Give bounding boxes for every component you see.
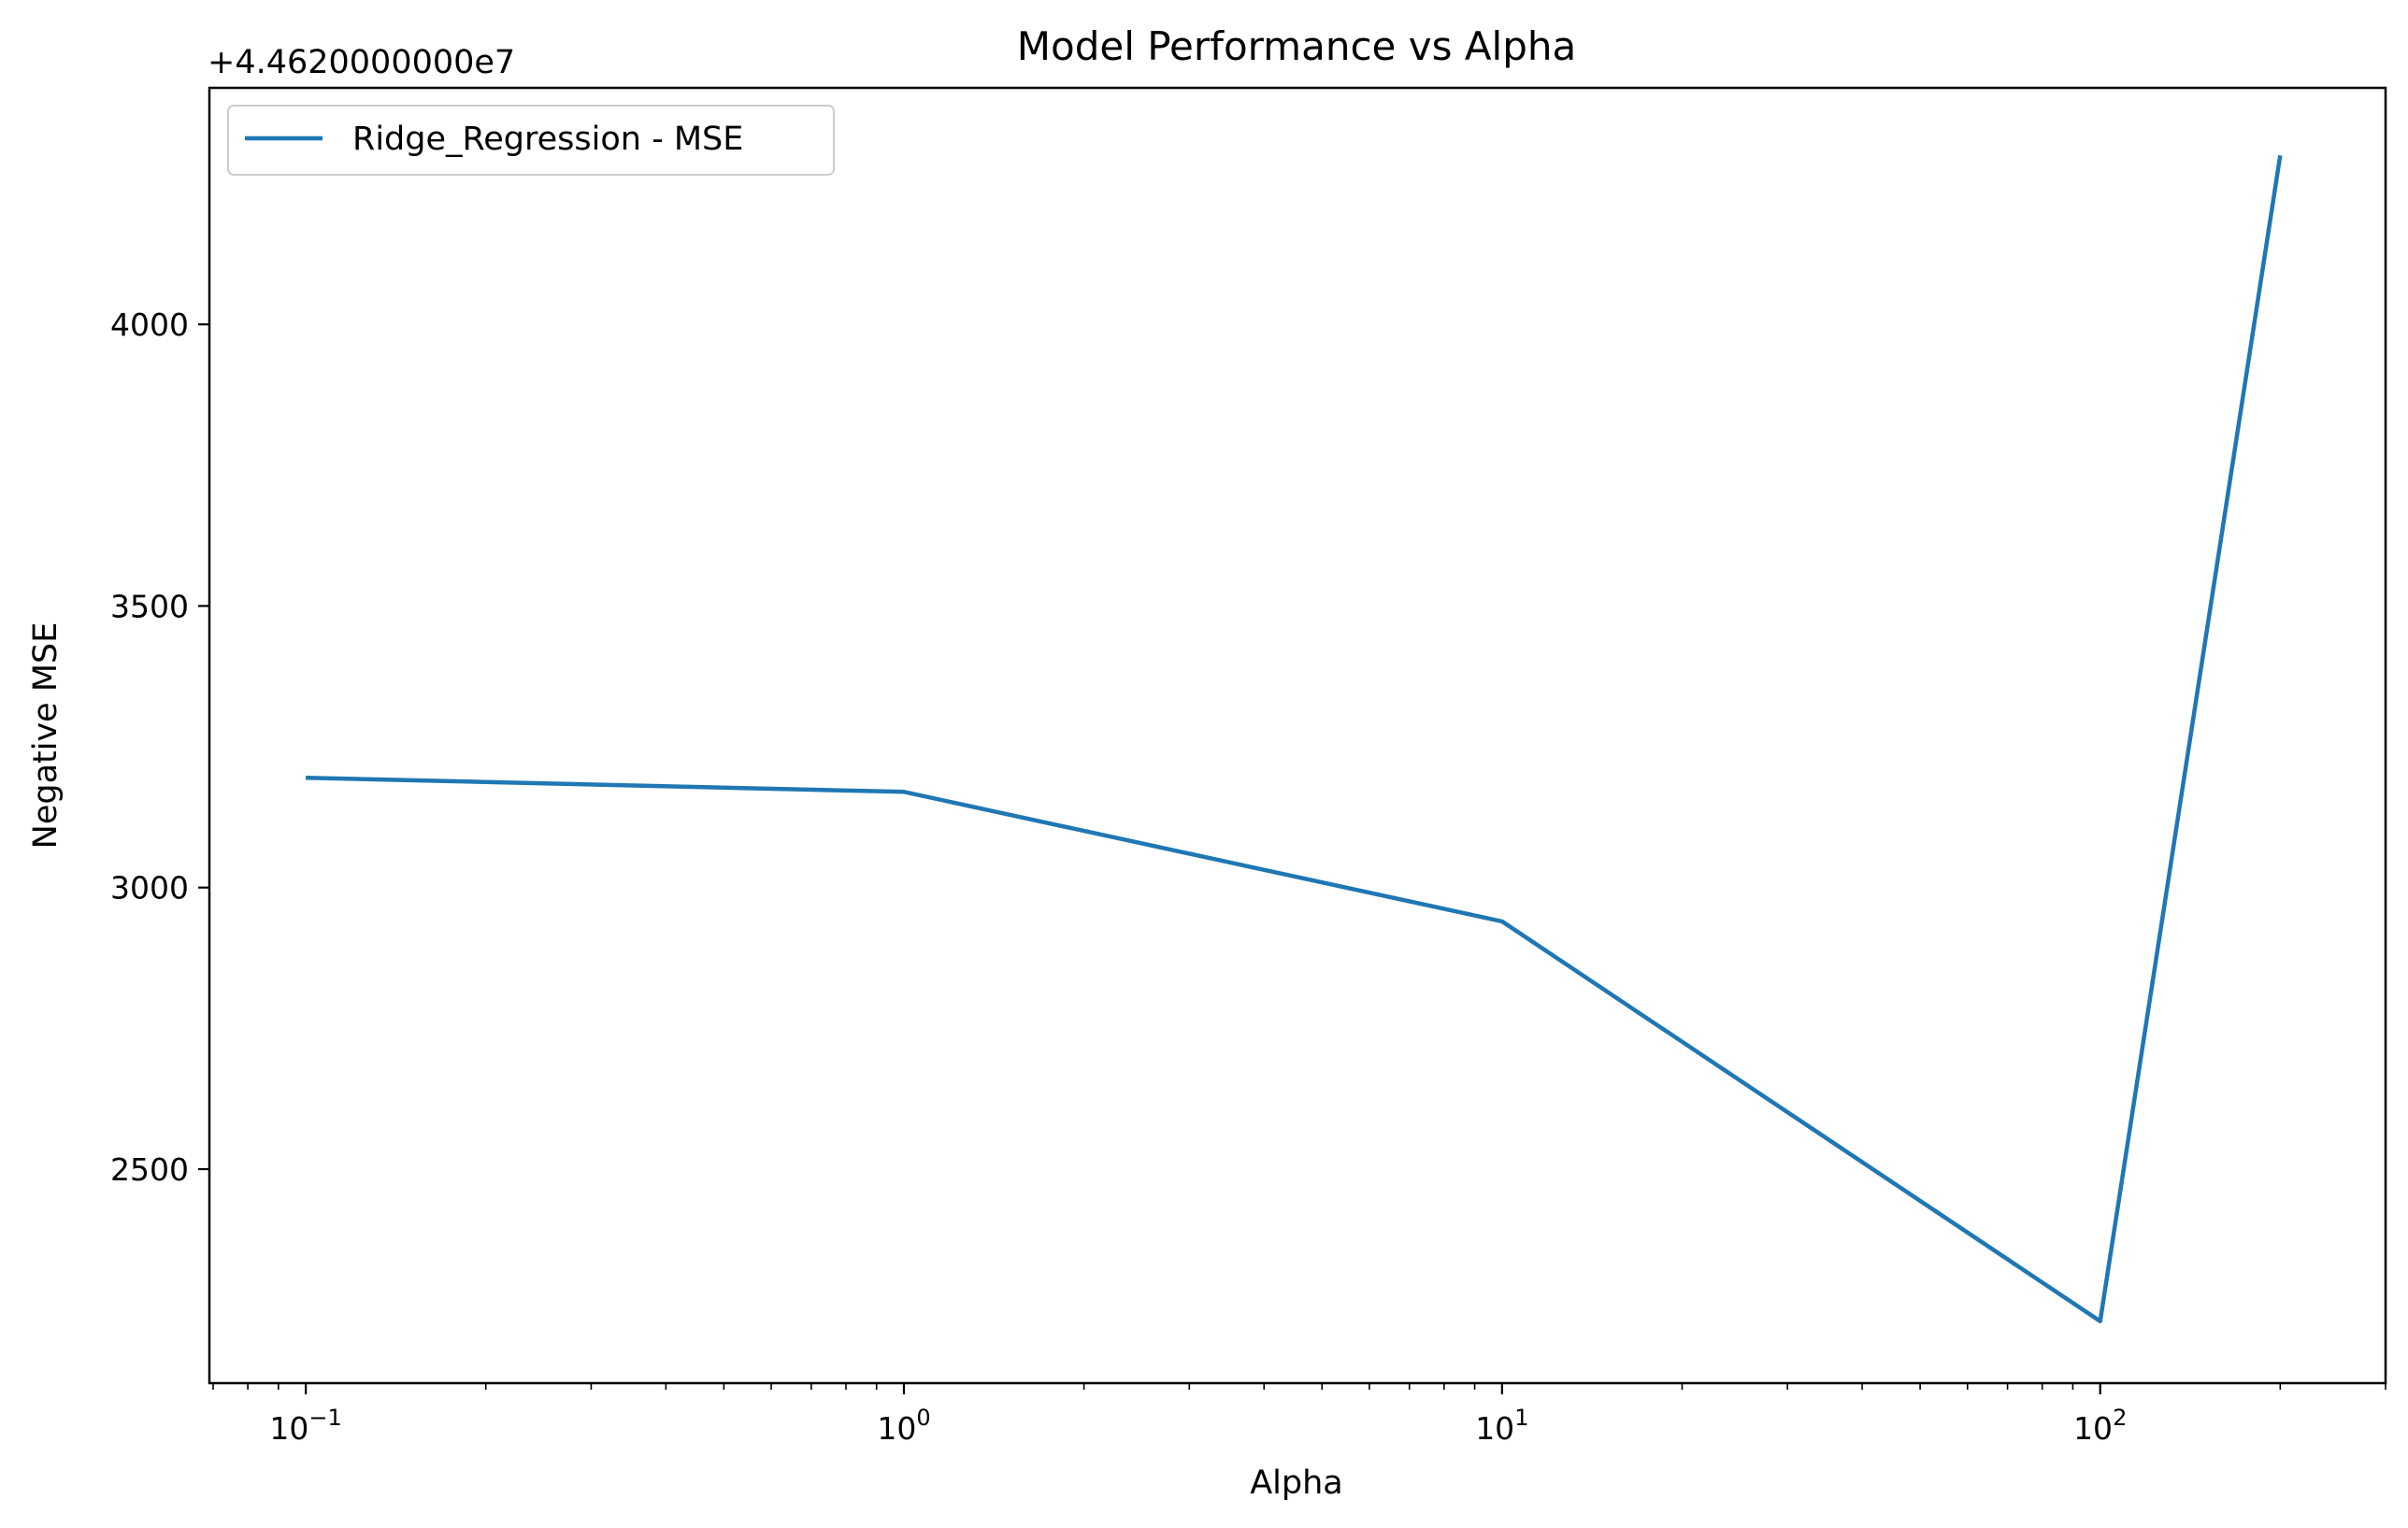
x-tick-label: 10−1 [269,1405,341,1447]
chart-title: Model Performance vs Alpha [1017,23,1576,69]
y-axis-label: Negative MSE [27,622,64,850]
axes-frame [208,86,2387,1385]
legend: Ridge_Regression - MSE [227,105,835,176]
x-axis: 10−1 100 101 102 [212,1383,2386,1447]
y-tick-label: 4000 [110,307,189,343]
legend-label: Ridge_Regression - MSE [352,121,743,158]
y-tick-label: 3000 [110,870,189,907]
x-tick-label: 101 [1475,1405,1528,1447]
x-axis-label: Alpha [1250,1464,1343,1502]
y-offset-text: +4.4620000000e7 [208,44,515,81]
y-tick-label: 2500 [110,1151,189,1188]
series-line-0 [306,154,2283,1323]
y-tick-label: 3500 [110,588,189,624]
y-axis: 2500 3000 3500 4000 [110,307,209,1188]
plot-area [306,154,2283,1323]
legend-box [227,105,835,176]
x-tick-label: 100 [877,1405,930,1447]
x-tick-label: 102 [2073,1405,2127,1447]
